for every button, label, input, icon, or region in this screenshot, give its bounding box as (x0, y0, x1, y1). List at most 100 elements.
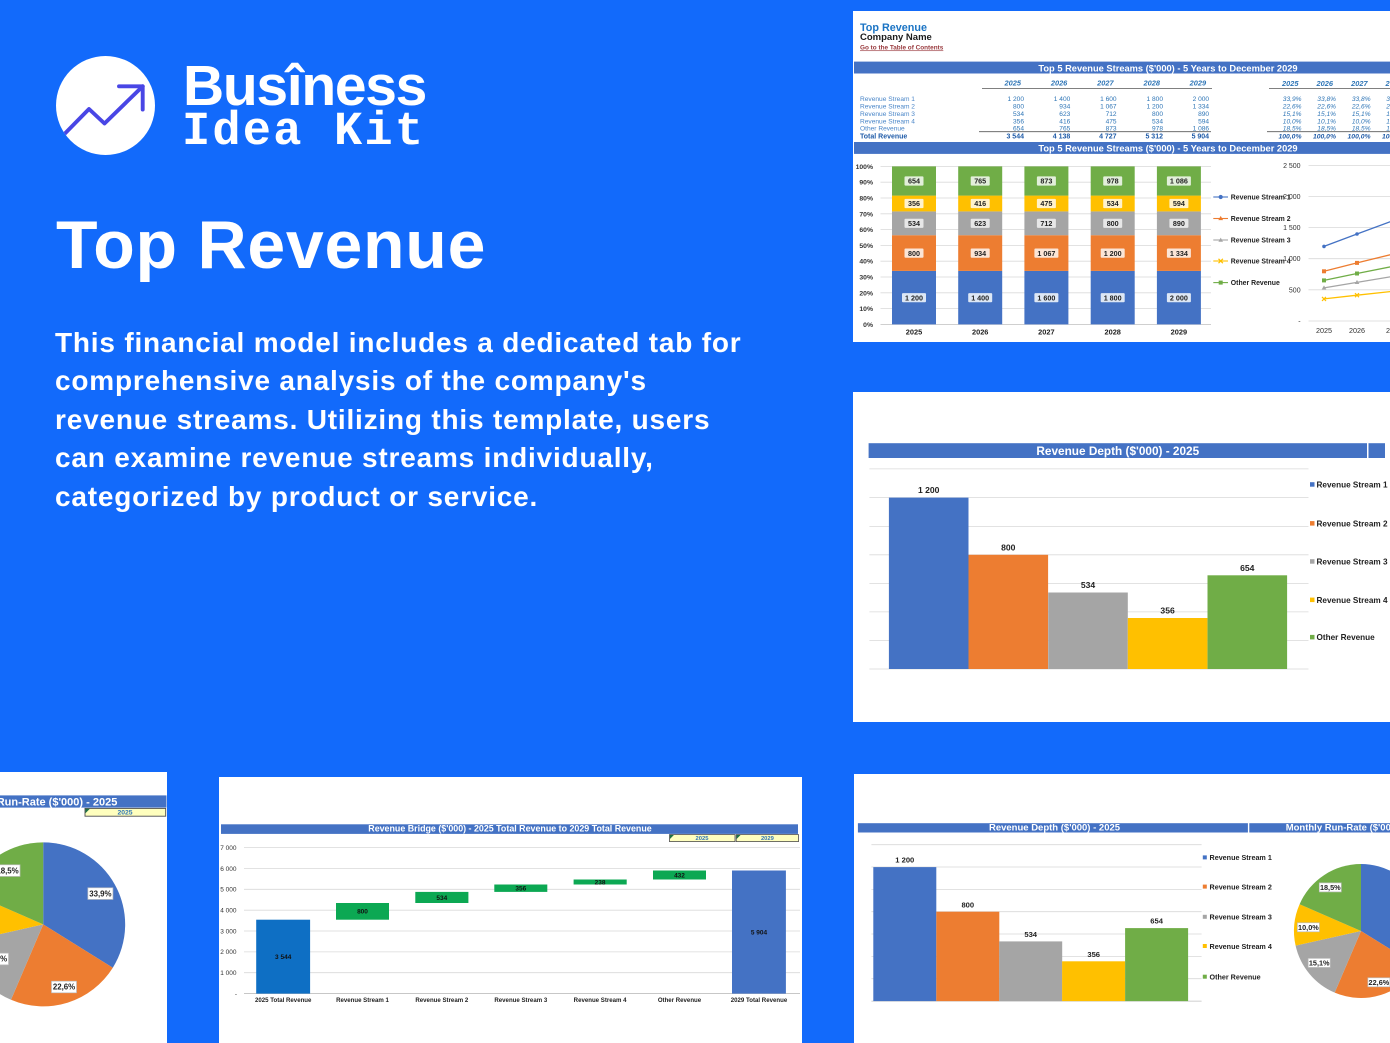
svg-text:Revenue Stream 3: Revenue Stream 3 (860, 111, 915, 118)
svg-text:Company Name: Company Name (860, 32, 932, 43)
svg-text:1 200: 1 200 (918, 485, 940, 495)
svg-text:22,6%: 22,6% (1316, 104, 1336, 111)
svg-text:Revenue Stream 4: Revenue Stream 4 (574, 997, 627, 1004)
svg-text:1 000: 1 000 (220, 970, 237, 977)
svg-text:Revenue Stream 1: Revenue Stream 1 (1210, 853, 1272, 862)
svg-text:Other Revenue: Other Revenue (860, 126, 905, 133)
svg-text:4 138: 4 138 (1053, 134, 1071, 141)
svg-text:2026: 2026 (1349, 326, 1365, 335)
svg-text:356: 356 (908, 199, 920, 208)
svg-text:1 086: 1 086 (1170, 177, 1188, 186)
svg-text:2025: 2025 (696, 836, 710, 842)
svg-text:1 400: 1 400 (1054, 96, 1071, 103)
svg-text:800: 800 (1013, 104, 1024, 111)
svg-text:800: 800 (1107, 219, 1119, 228)
svg-text:Other Revenue: Other Revenue (658, 997, 702, 1004)
svg-text:2: 2 (1386, 326, 1390, 335)
svg-text:15,1%: 15,1% (1317, 111, 1336, 118)
svg-text:654: 654 (1150, 917, 1163, 926)
svg-text:0%: 0% (863, 322, 873, 329)
svg-text:594: 594 (1198, 119, 1209, 126)
svg-text:1 800: 1 800 (1104, 293, 1122, 302)
svg-text:934: 934 (1059, 104, 1070, 111)
svg-text:2026: 2026 (1316, 79, 1334, 88)
svg-text:1 200: 1 200 (1007, 96, 1024, 103)
svg-text:2027: 2027 (1038, 327, 1054, 336)
svg-text:765: 765 (1059, 126, 1070, 133)
svg-text:20%: 20% (859, 290, 873, 297)
svg-text:80%: 80% (859, 196, 873, 203)
svg-text:432: 432 (674, 872, 685, 879)
svg-text:15,1%: 15,1% (1352, 111, 1371, 118)
svg-text:765: 765 (974, 177, 986, 186)
svg-text:712: 712 (1106, 111, 1117, 118)
svg-text:50%: 50% (859, 243, 873, 250)
svg-text:40%: 40% (859, 259, 873, 266)
svg-text:Top 5 Revenue Streams ($'000): Top 5 Revenue Streams ($'000) - 5 Years … (1038, 63, 1297, 73)
svg-text:Revenue Stream 3: Revenue Stream 3 (1231, 237, 1291, 244)
svg-text:33,8%: 33,8% (1386, 96, 1390, 103)
svg-text:2 000: 2 000 (1193, 96, 1210, 103)
svg-text:4 000: 4 000 (220, 908, 237, 915)
svg-text:934: 934 (974, 249, 986, 258)
svg-text:2026: 2026 (972, 327, 988, 336)
svg-text:500: 500 (1289, 287, 1301, 294)
svg-text:100,0%: 100,0% (1382, 134, 1390, 141)
svg-text:22,6%: 22,6% (1351, 104, 1371, 111)
svg-text:5 312: 5 312 (1145, 134, 1163, 141)
svg-text:100,0%: 100,0% (1348, 134, 1371, 141)
svg-text:890: 890 (1173, 219, 1185, 228)
svg-text:6 000: 6 000 (220, 866, 237, 873)
svg-text:2025: 2025 (1281, 79, 1299, 88)
svg-text:1 334: 1 334 (1193, 104, 1210, 111)
svg-text:Revenue Stream 2: Revenue Stream 2 (1231, 216, 1291, 223)
svg-text:Monthly Run-Rate ($'000: Monthly Run-Rate ($'000 (1286, 823, 1390, 834)
svg-text:2029: 2029 (1189, 79, 1207, 88)
svg-text:534: 534 (1024, 930, 1037, 939)
svg-text:15,1%: 15,1% (1386, 111, 1390, 118)
svg-text:416: 416 (974, 199, 986, 208)
svg-text:10,1%: 10,1% (1317, 119, 1336, 126)
svg-text:475: 475 (1106, 119, 1117, 126)
svg-text:534: 534 (1152, 119, 1163, 126)
svg-text:873: 873 (1106, 126, 1117, 133)
svg-text:18,5%: 18,5% (1386, 126, 1390, 133)
svg-text:800: 800 (908, 249, 920, 258)
svg-text:7 000: 7 000 (220, 845, 237, 852)
svg-text:654: 654 (908, 177, 920, 186)
svg-text:15,1%: 15,1% (0, 955, 7, 964)
svg-text:Revenue Stream 4: Revenue Stream 4 (1231, 258, 1291, 265)
svg-text:978: 978 (1107, 177, 1119, 186)
svg-text:5 904: 5 904 (751, 929, 768, 936)
svg-text:70%: 70% (859, 211, 873, 218)
svg-text:Revenue Stream 2: Revenue Stream 2 (1210, 882, 1272, 891)
svg-text:100,0%: 100,0% (1313, 134, 1336, 141)
svg-text:-: - (1298, 318, 1301, 325)
svg-text:Revenue Stream 4: Revenue Stream 4 (1317, 596, 1388, 605)
svg-text:18,5%: 18,5% (1317, 126, 1336, 133)
svg-text:356: 356 (1160, 606, 1175, 616)
svg-text:2025 Total Revenue: 2025 Total Revenue (255, 997, 312, 1004)
svg-text:4 727: 4 727 (1099, 134, 1117, 141)
svg-text:100,0%: 100,0% (1278, 134, 1301, 141)
svg-text:Revenue Stream 3: Revenue Stream 3 (494, 997, 547, 1004)
svg-text:Go to the Table of Contents: Go to the Table of Contents (860, 44, 944, 51)
svg-text:534: 534 (908, 219, 920, 228)
svg-text:3 544: 3 544 (1006, 134, 1024, 141)
svg-text:Revenue Stream 3: Revenue Stream 3 (1317, 557, 1388, 566)
svg-text:1 067: 1 067 (1037, 249, 1055, 258)
svg-text:2028: 2028 (1104, 327, 1120, 336)
svg-text:2029: 2029 (1171, 327, 1187, 336)
svg-text:18,5%: 18,5% (1283, 126, 1302, 133)
svg-text:534: 534 (1107, 199, 1119, 208)
svg-text:1 800: 1 800 (1146, 96, 1163, 103)
svg-text:10%: 10% (859, 306, 873, 313)
svg-text:Revenue Stream 3: Revenue Stream 3 (1210, 913, 1272, 922)
svg-text:978: 978 (1152, 126, 1163, 133)
svg-text:2025: 2025 (1004, 79, 1022, 88)
svg-text:2026: 2026 (1050, 79, 1068, 88)
svg-text:1 200: 1 200 (905, 293, 923, 302)
svg-text:-: - (235, 991, 237, 998)
svg-text:Top Revenue: Top Revenue (860, 22, 927, 34)
svg-text:623: 623 (974, 219, 986, 228)
